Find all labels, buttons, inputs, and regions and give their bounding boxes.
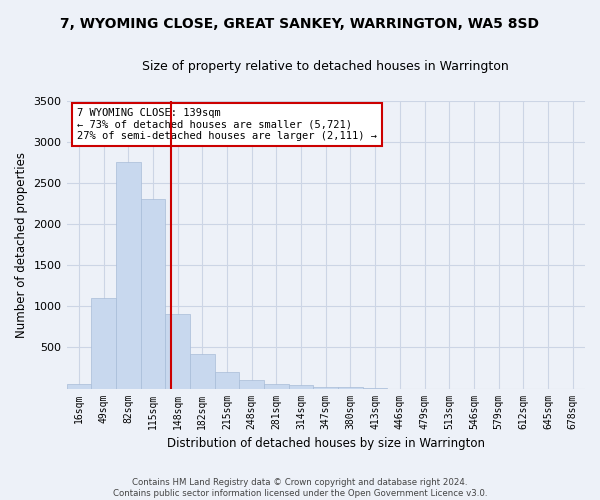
Bar [140, 200, 165, 388]
Bar [289, 386, 313, 388]
Bar [116, 162, 140, 388]
Y-axis label: Number of detached properties: Number of detached properties [15, 152, 28, 338]
Bar [264, 384, 289, 388]
Bar [215, 372, 239, 388]
Text: Contains HM Land Registry data © Crown copyright and database right 2024.
Contai: Contains HM Land Registry data © Crown c… [113, 478, 487, 498]
Bar [239, 380, 264, 388]
Bar [91, 298, 116, 388]
X-axis label: Distribution of detached houses by size in Warrington: Distribution of detached houses by size … [167, 437, 485, 450]
Bar [67, 384, 91, 388]
Text: 7, WYOMING CLOSE, GREAT SANKEY, WARRINGTON, WA5 8SD: 7, WYOMING CLOSE, GREAT SANKEY, WARRINGT… [61, 18, 539, 32]
Bar [313, 387, 338, 388]
Bar [190, 354, 215, 388]
Bar [165, 314, 190, 388]
Title: Size of property relative to detached houses in Warrington: Size of property relative to detached ho… [142, 60, 509, 73]
Text: 7 WYOMING CLOSE: 139sqm
← 73% of detached houses are smaller (5,721)
27% of semi: 7 WYOMING CLOSE: 139sqm ← 73% of detache… [77, 108, 377, 141]
